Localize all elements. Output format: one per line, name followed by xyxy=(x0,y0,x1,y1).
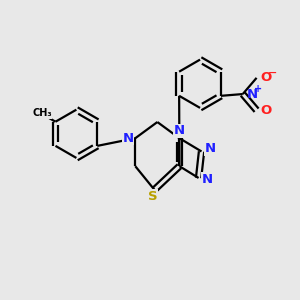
Text: N: N xyxy=(174,124,185,137)
Text: N: N xyxy=(247,88,258,100)
Text: +: + xyxy=(254,84,262,94)
Text: −: − xyxy=(268,68,277,78)
Text: N: N xyxy=(205,142,216,155)
Text: N: N xyxy=(201,173,212,186)
Text: O: O xyxy=(260,71,272,84)
Text: N: N xyxy=(122,132,134,145)
Text: CH₃: CH₃ xyxy=(32,108,52,118)
Text: O: O xyxy=(260,104,272,117)
Text: S: S xyxy=(148,190,158,203)
